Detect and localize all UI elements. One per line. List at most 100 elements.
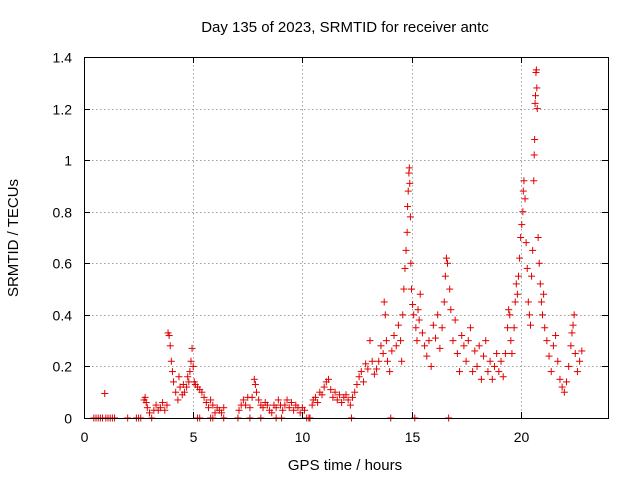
data-point: [413, 337, 421, 345]
data-point: [283, 396, 291, 404]
data-point: [252, 388, 260, 396]
data-point: [329, 393, 337, 401]
data-point: [511, 298, 519, 306]
data-point: [382, 337, 390, 345]
data-point: [469, 368, 477, 376]
data-point: [142, 399, 150, 407]
data-point: [523, 264, 531, 272]
data-point: [377, 342, 385, 350]
data-point: [250, 375, 258, 383]
data-point: [521, 195, 529, 203]
grid: [84, 57, 608, 418]
x-tick-label: 20: [514, 429, 530, 445]
data-point: [410, 311, 418, 319]
data-point: [397, 337, 405, 345]
data-point: [353, 380, 361, 388]
data-point: [390, 331, 398, 339]
data-point: [409, 301, 417, 309]
data-point: [565, 362, 573, 370]
data-point: [407, 259, 415, 267]
data-point: [141, 393, 149, 401]
data-point: [438, 324, 446, 332]
y-tick-label: 0.6: [53, 256, 73, 272]
data-point: [563, 378, 571, 386]
data-point: [242, 401, 250, 409]
data-point: [207, 396, 215, 404]
data-point: [434, 311, 442, 319]
data-point: [344, 396, 352, 404]
data-point: [519, 208, 527, 216]
data-point: [184, 373, 192, 381]
data-point: [504, 324, 512, 332]
data-point: [558, 383, 566, 391]
data-point: [524, 298, 532, 306]
data-point: [398, 357, 406, 365]
data-point: [404, 187, 412, 195]
data-point: [533, 84, 541, 92]
data-point: [220, 404, 228, 412]
data-point: [320, 383, 328, 391]
data-point: [436, 344, 444, 352]
data-point: [482, 337, 490, 345]
y-tick-label: 0.8: [53, 205, 73, 221]
data-point: [259, 404, 267, 412]
data-point: [281, 401, 289, 409]
data-point: [460, 342, 468, 350]
x-axis-label: GPS time / hours: [288, 457, 402, 474]
data-point: [540, 290, 548, 298]
data-point: [466, 324, 474, 332]
data-point: [175, 373, 183, 381]
data-point: [246, 404, 254, 412]
data-point: [456, 368, 464, 376]
data-point: [333, 396, 341, 404]
data-point: [543, 337, 551, 345]
data-point: [379, 350, 387, 358]
data-point: [202, 399, 210, 407]
data-point: [338, 399, 346, 407]
data-point: [186, 368, 194, 376]
data-point: [497, 357, 505, 365]
data-point: [425, 337, 433, 345]
data-point: [446, 285, 454, 293]
data-point: [165, 331, 173, 339]
x-tick-label: 10: [295, 429, 311, 445]
y-tick-label: 1.4: [53, 50, 73, 66]
data-point: [508, 350, 516, 358]
data-point: [429, 321, 437, 329]
data-point: [522, 239, 530, 247]
data-point: [451, 316, 459, 324]
data-point: [359, 378, 367, 386]
data-series-antc: [90, 66, 586, 422]
data-point: [530, 151, 538, 159]
data-point: [560, 388, 568, 396]
data-point: [567, 342, 575, 350]
data-point: [486, 357, 494, 365]
data-point: [484, 368, 492, 376]
data-point: [272, 404, 280, 412]
data-point: [537, 298, 545, 306]
data-point: [480, 352, 488, 360]
data-point: [473, 362, 481, 370]
data-point: [375, 357, 383, 365]
data-point: [506, 311, 514, 319]
data-point: [386, 368, 394, 376]
data-point: [556, 375, 564, 383]
data-point: [449, 337, 457, 345]
data-point: [335, 391, 343, 399]
data-point: [161, 406, 169, 414]
data-point: [172, 388, 180, 396]
data-point: [552, 331, 560, 339]
data-point: [453, 350, 461, 358]
data-point: [325, 375, 333, 383]
data-point: [518, 221, 526, 229]
data-point: [204, 404, 212, 412]
data-point: [534, 234, 542, 241]
data-point: [342, 391, 350, 399]
x-tick-label: 15: [405, 429, 421, 445]
data-point: [146, 409, 153, 417]
data-point: [507, 337, 515, 345]
data-point: [531, 136, 539, 144]
y-tick-label: 0.2: [53, 359, 73, 375]
y-axis-label: SRMTID / TECUs: [5, 179, 22, 297]
data-point: [183, 383, 191, 391]
